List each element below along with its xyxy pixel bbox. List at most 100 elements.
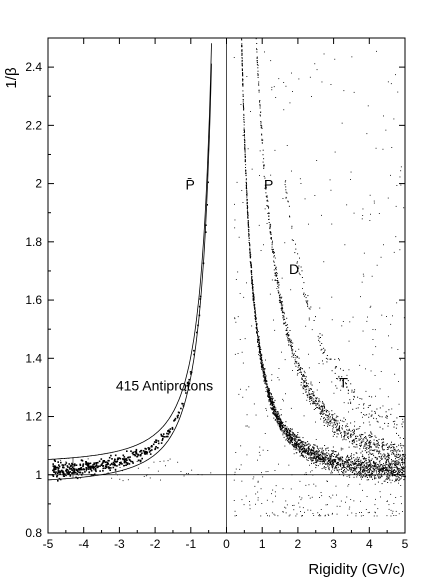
background-point bbox=[291, 72, 292, 74]
p-point bbox=[275, 415, 277, 417]
background-point bbox=[265, 408, 267, 409]
p-point bbox=[362, 462, 364, 463]
d-point bbox=[386, 459, 388, 461]
p-point bbox=[322, 460, 324, 462]
d-point bbox=[270, 237, 272, 239]
antiproton-point bbox=[62, 471, 65, 473]
antiproton-point bbox=[62, 472, 65, 475]
d-point bbox=[336, 415, 338, 417]
p-point bbox=[264, 382, 266, 384]
antiproton-point bbox=[154, 448, 156, 451]
antiproton-point bbox=[135, 450, 138, 452]
antiproton-point bbox=[153, 441, 156, 443]
p-point bbox=[332, 453, 334, 455]
d-point bbox=[337, 428, 339, 430]
p-point bbox=[374, 478, 376, 480]
antiproton-point bbox=[71, 463, 74, 466]
background-point bbox=[400, 166, 402, 168]
d-point bbox=[275, 275, 277, 277]
d-point bbox=[303, 385, 305, 387]
d-point bbox=[299, 367, 301, 369]
background-point bbox=[369, 306, 371, 308]
d-point bbox=[283, 311, 285, 313]
d-point bbox=[289, 330, 291, 331]
antiproton-point bbox=[132, 451, 135, 454]
p-point bbox=[299, 447, 301, 449]
p-point bbox=[365, 474, 367, 476]
p-point bbox=[321, 450, 323, 452]
antiproton-point bbox=[95, 462, 97, 464]
p-point bbox=[404, 464, 406, 466]
d-point bbox=[370, 436, 372, 437]
d-point bbox=[348, 428, 350, 430]
d-point bbox=[362, 434, 364, 436]
background-point bbox=[318, 454, 320, 456]
background-point bbox=[283, 400, 284, 402]
p-point bbox=[357, 467, 359, 468]
antiproton-point bbox=[79, 463, 81, 466]
d-point bbox=[297, 372, 299, 374]
p-point bbox=[268, 400, 270, 402]
p-point bbox=[246, 192, 248, 193]
p-point bbox=[243, 117, 245, 118]
d-point bbox=[269, 227, 271, 229]
background-point bbox=[387, 478, 389, 480]
d-point bbox=[315, 405, 317, 407]
p-point bbox=[249, 243, 251, 245]
antiproton-point bbox=[151, 445, 153, 448]
p-point bbox=[397, 468, 398, 470]
background-point bbox=[255, 414, 257, 416]
t-point bbox=[337, 378, 339, 380]
antiproton-point bbox=[85, 462, 88, 464]
p-point bbox=[241, 50, 243, 52]
antiproton-point bbox=[108, 456, 111, 459]
d-point bbox=[272, 240, 273, 242]
antiproton-point bbox=[85, 468, 88, 470]
p-point bbox=[349, 465, 351, 467]
d-point bbox=[336, 430, 338, 432]
t-point bbox=[308, 317, 310, 319]
d-point bbox=[400, 466, 402, 468]
d-point bbox=[368, 434, 370, 436]
d-point bbox=[273, 264, 275, 266]
background-point bbox=[377, 508, 379, 510]
p-point bbox=[310, 451, 311, 453]
p-point bbox=[359, 464, 361, 466]
p-point bbox=[269, 392, 271, 393]
antiproton-point bbox=[84, 471, 86, 473]
p-point bbox=[295, 445, 297, 447]
p-point bbox=[247, 213, 249, 215]
p-point bbox=[287, 437, 289, 439]
t-point bbox=[307, 300, 309, 302]
p-point bbox=[295, 447, 297, 449]
background-point bbox=[234, 203, 235, 205]
t-point bbox=[352, 408, 354, 410]
p-point bbox=[264, 371, 265, 373]
d-point bbox=[291, 349, 292, 351]
p-point bbox=[397, 461, 399, 463]
antiproton-point bbox=[142, 450, 145, 452]
d-point bbox=[396, 461, 398, 463]
p-point bbox=[258, 345, 260, 347]
p-point bbox=[287, 440, 289, 442]
d-point bbox=[382, 445, 384, 446]
x-tick-label: -1 bbox=[185, 537, 196, 551]
p-point bbox=[276, 420, 278, 422]
p-point bbox=[241, 53, 243, 55]
p-point bbox=[247, 228, 249, 230]
t-point bbox=[285, 191, 287, 193]
d-point bbox=[366, 451, 368, 453]
antiproton-point bbox=[125, 461, 128, 464]
p-point bbox=[276, 412, 278, 414]
p-point bbox=[382, 469, 384, 471]
d-point bbox=[304, 389, 306, 391]
p-point bbox=[301, 441, 303, 443]
p-point bbox=[395, 474, 397, 475]
p-point bbox=[244, 155, 246, 157]
p-point bbox=[304, 445, 306, 447]
p-point bbox=[290, 435, 292, 437]
d-point bbox=[340, 432, 342, 433]
background-point bbox=[103, 467, 104, 469]
d-point bbox=[372, 443, 374, 445]
p-point bbox=[396, 469, 398, 471]
